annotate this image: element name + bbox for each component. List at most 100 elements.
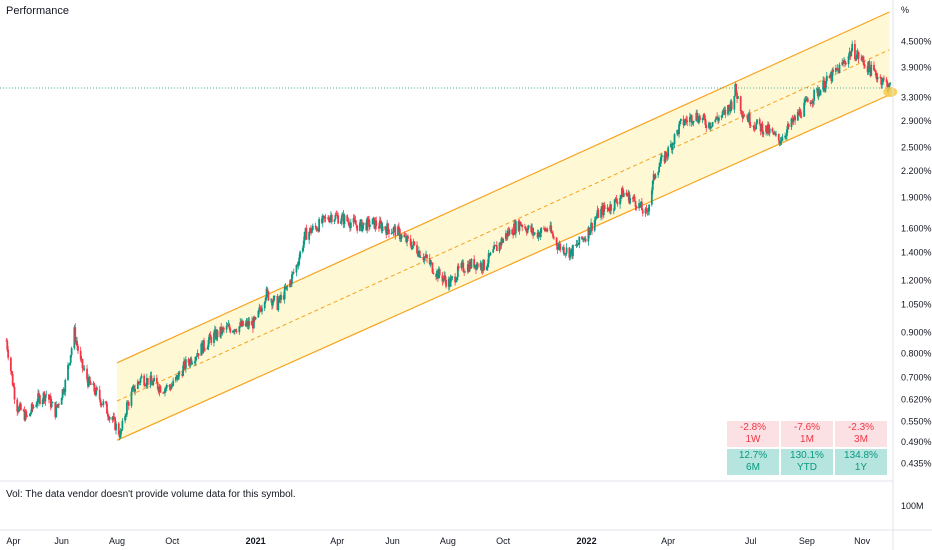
- candle-body: [210, 337, 213, 343]
- y-tick-label[interactable]: 0.490%: [901, 437, 932, 447]
- channel-lower-line[interactable]: [116, 94, 890, 441]
- x-tick-label[interactable]: 2021: [246, 536, 266, 546]
- candle: [36, 399, 39, 409]
- candle: [22, 408, 25, 413]
- y-tick-label[interactable]: 0.550%: [901, 416, 932, 426]
- candle: [375, 216, 378, 230]
- x-tick-label[interactable]: Oct: [165, 536, 180, 546]
- x-tick-label[interactable]: Apr: [661, 536, 675, 546]
- candle: [448, 276, 451, 290]
- candle: [146, 377, 149, 389]
- y-tick-label[interactable]: 0.900%: [901, 327, 932, 337]
- candle: [524, 223, 526, 230]
- x-tick-label[interactable]: 2022: [577, 536, 597, 546]
- y-tick-label[interactable]: 2.200%: [901, 166, 932, 176]
- candle: [42, 391, 45, 405]
- x-tick-label[interactable]: Jun: [385, 536, 400, 546]
- y-tick-label[interactable]: 0.700%: [901, 373, 932, 383]
- x-tick-label[interactable]: Apr: [6, 536, 20, 546]
- candle: [551, 229, 554, 235]
- candle-body: [225, 325, 228, 330]
- y-tick-label[interactable]: 3.900%: [901, 62, 932, 72]
- x-tick-label[interactable]: Oct: [496, 536, 511, 546]
- candle: [48, 393, 50, 404]
- candle: [254, 316, 257, 321]
- candle-body: [9, 357, 12, 372]
- y-tick-label[interactable]: 0.620%: [901, 395, 932, 405]
- candle: [361, 225, 364, 233]
- candle: [876, 72, 879, 83]
- candle: [392, 226, 395, 237]
- channel-end-marker[interactable]: [883, 86, 898, 97]
- candle-body: [442, 278, 445, 282]
- x-tick-label[interactable]: Nov: [854, 536, 871, 546]
- candle-body: [702, 114, 705, 118]
- y-tick-label[interactable]: 1.900%: [901, 192, 932, 202]
- candle: [157, 387, 160, 395]
- candle-body: [145, 385, 147, 386]
- candle: [221, 327, 224, 336]
- candle: [252, 315, 255, 329]
- candle-body: [679, 121, 681, 125]
- candle: [682, 115, 685, 129]
- candle-body: [284, 287, 287, 289]
- y-tick-label[interactable]: 1.200%: [901, 275, 932, 285]
- y-tick-label[interactable]: 2.500%: [901, 143, 932, 153]
- candle: [610, 203, 612, 215]
- candle-body: [407, 236, 409, 239]
- candle: [626, 194, 629, 197]
- y-tick-label[interactable]: 2.900%: [901, 116, 932, 126]
- x-tick-label[interactable]: Apr: [330, 536, 344, 546]
- y-tick-label[interactable]: 0.435%: [901, 459, 932, 469]
- y-tick-label[interactable]: 1.050%: [901, 299, 932, 309]
- candle-body: [240, 322, 243, 327]
- candle-body: [762, 132, 765, 135]
- y-tick-label[interactable]: 1.400%: [901, 247, 932, 257]
- y-tick-label[interactable]: 3.300%: [901, 93, 932, 103]
- candle: [474, 264, 476, 269]
- y-axis[interactable]: 4.500% 3.900% 3.300% 2.900% 2.500% 2.200% 1.90…: [901, 37, 932, 469]
- y-tick-label[interactable]: 0.800%: [901, 349, 932, 359]
- candle-body: [817, 91, 820, 96]
- candle: [348, 218, 350, 228]
- candle-body: [563, 247, 565, 255]
- candle: [483, 259, 486, 271]
- candle-body: [461, 262, 464, 264]
- x-tick-label[interactable]: Aug: [109, 536, 125, 546]
- candle: [222, 325, 224, 333]
- x-tick-label[interactable]: Jul: [745, 536, 757, 546]
- candle: [339, 218, 342, 225]
- candle-body: [187, 359, 190, 363]
- x-tick-label[interactable]: Jun: [54, 536, 69, 546]
- candle-body: [673, 134, 676, 145]
- candle-body: [538, 232, 541, 237]
- candle-body: [380, 223, 383, 232]
- candle-body: [139, 378, 142, 383]
- candle: [537, 229, 540, 242]
- candle: [781, 133, 784, 142]
- candle: [61, 388, 64, 400]
- channel-upper-line[interactable]: [116, 11, 890, 364]
- candle: [45, 390, 48, 398]
- candle-body: [430, 262, 433, 264]
- x-tick-label[interactable]: Sep: [799, 536, 815, 546]
- candle-body: [746, 116, 748, 118]
- y-tick-label[interactable]: 1.600%: [901, 223, 932, 233]
- candle: [19, 402, 22, 411]
- candle: [225, 321, 228, 333]
- x-tick-label[interactable]: Aug: [440, 536, 456, 546]
- candle-body: [101, 404, 104, 406]
- candle-body: [19, 403, 21, 407]
- regression-channel[interactable]: [116, 11, 890, 441]
- y-tick-label[interactable]: 4.500%: [901, 37, 932, 47]
- candle: [189, 356, 192, 368]
- candle: [589, 230, 592, 236]
- candle-body: [100, 404, 103, 406]
- candle-body: [432, 272, 435, 275]
- candle: [398, 227, 401, 242]
- candle: [505, 233, 508, 241]
- channel-middle-line[interactable]: [116, 49, 890, 402]
- candle-body: [546, 230, 549, 231]
